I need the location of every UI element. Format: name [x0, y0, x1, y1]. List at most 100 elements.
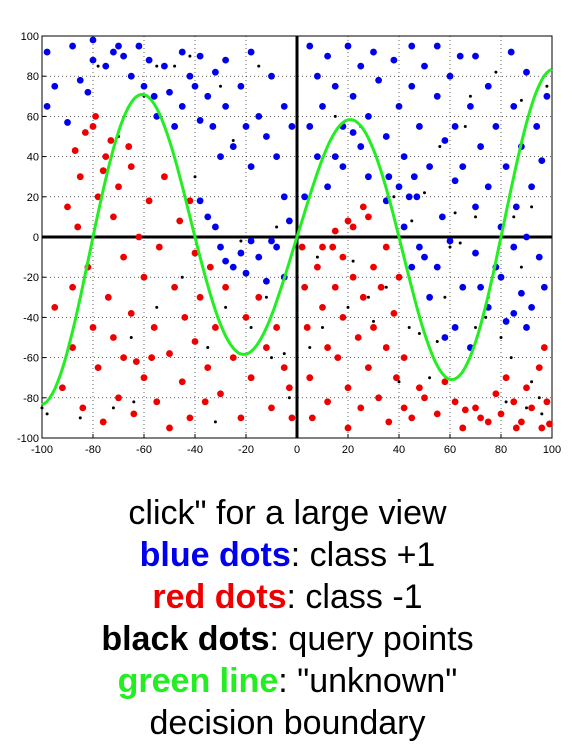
blue-dot — [135, 42, 143, 50]
black-dot — [435, 340, 439, 344]
blue-dot — [410, 173, 418, 181]
scatter-chart: -100 -80 -60 -40 -20 0 20 40 60 80 100 100 80 60 40 20 0… — [17, 31, 561, 456]
black-dot — [407, 325, 411, 329]
red-dot — [176, 217, 184, 225]
red-dot — [140, 374, 148, 382]
blue-dot — [507, 48, 515, 56]
black-dot — [537, 396, 541, 400]
red-dot — [94, 364, 102, 372]
blue-dot — [242, 123, 250, 130]
red-dot — [247, 374, 255, 382]
black-dot — [341, 235, 345, 239]
blue-dot — [370, 48, 377, 56]
y-tick-label: 0 — [33, 232, 39, 244]
red-dot — [365, 364, 372, 372]
red-dot — [206, 263, 214, 271]
blue-dot — [178, 48, 186, 56]
blue-dot — [433, 92, 441, 100]
red-dot — [382, 243, 390, 251]
blue-dot — [306, 42, 314, 50]
black-dot — [428, 376, 432, 380]
red-dot — [400, 404, 408, 412]
blue-dot — [229, 143, 237, 150]
blue-dot — [186, 72, 194, 80]
red-dot — [102, 153, 110, 161]
y-tick-label: 40 — [27, 152, 39, 164]
black-dot — [453, 211, 457, 215]
blue-dot — [273, 243, 280, 251]
blue-dot — [408, 263, 416, 271]
red-dot — [79, 404, 87, 412]
black-dot — [530, 205, 534, 209]
black-dot — [180, 275, 184, 279]
red-dot — [538, 424, 546, 432]
blue-dot — [538, 157, 546, 165]
blue-dot — [255, 253, 263, 261]
black-dot — [45, 412, 49, 416]
caption-line-red: red dots: class -1 — [0, 576, 575, 618]
x-tick-label: 100 — [543, 444, 561, 456]
black-dot — [392, 195, 396, 199]
caption: click" for a large view blue dots: class… — [0, 492, 575, 744]
red-dot — [459, 424, 467, 432]
red-dot — [155, 243, 163, 251]
blue-dot — [64, 119, 71, 126]
blue-dot — [433, 42, 441, 50]
blue-dot — [441, 334, 449, 341]
red-dot — [382, 344, 390, 351]
blue-dot — [102, 62, 110, 70]
black-dot — [438, 145, 442, 149]
x-tick-label: 20 — [342, 444, 354, 456]
black-dot — [499, 336, 503, 339]
red-dot — [135, 233, 143, 241]
red-dot — [344, 384, 352, 392]
blue-dot — [497, 273, 505, 281]
blue-dot — [204, 92, 212, 100]
black-dot — [494, 70, 498, 74]
blue-dot — [84, 88, 92, 96]
blue-dot — [492, 123, 500, 130]
red-dot — [263, 344, 270, 351]
red-dot — [288, 414, 296, 422]
blue-dot — [161, 62, 168, 70]
y-tick-label: 100 — [21, 31, 39, 43]
red-dot — [150, 324, 158, 331]
black-dot — [275, 225, 279, 229]
red-dot — [303, 324, 311, 331]
blue-dot — [69, 42, 76, 50]
blue-dot — [510, 243, 518, 251]
blue-dot — [306, 123, 314, 130]
black-dots-desc: : query points — [269, 620, 474, 658]
red-dot — [324, 344, 331, 351]
red-dot — [543, 398, 551, 406]
black-dot — [530, 380, 534, 384]
blue-dot — [319, 102, 326, 110]
blue-dot — [523, 68, 530, 76]
blue-dot — [433, 263, 441, 271]
red-dot — [518, 418, 525, 426]
black-dot — [188, 54, 192, 58]
black-dot — [410, 219, 414, 223]
red-dot — [472, 404, 479, 412]
blue-dot — [217, 153, 224, 161]
red-dot — [319, 303, 326, 311]
red-dot — [285, 384, 293, 392]
blue-dot — [237, 249, 245, 257]
blue-dot — [263, 133, 270, 140]
blue-dot — [421, 253, 428, 261]
y-tick-label: -60 — [23, 353, 39, 365]
data-points — [40, 36, 553, 432]
blue-dot — [385, 173, 393, 181]
red-dot — [148, 354, 156, 361]
red-dot — [110, 213, 117, 221]
blue-dot — [120, 52, 127, 60]
red-dot — [186, 414, 194, 422]
red-dot — [64, 203, 71, 211]
red-dot — [222, 283, 230, 291]
red-dot — [349, 273, 357, 281]
blue-dots-label: blue dots — [139, 536, 291, 574]
red-dot — [546, 420, 553, 428]
black-dot — [96, 64, 100, 68]
red-dot — [357, 404, 365, 412]
red-dot — [331, 283, 339, 291]
